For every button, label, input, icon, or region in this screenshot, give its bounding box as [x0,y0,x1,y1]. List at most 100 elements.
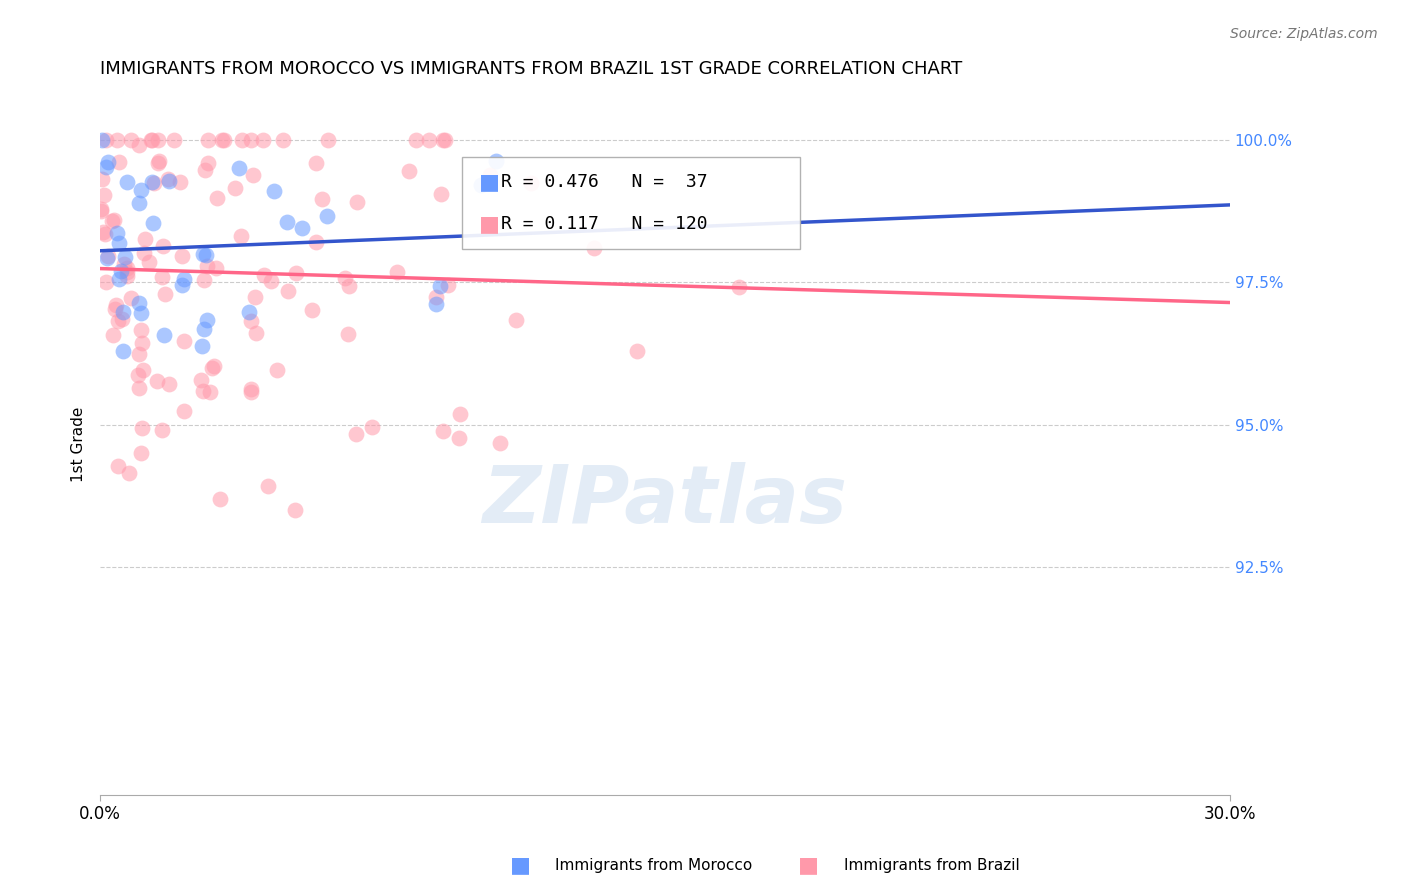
Point [193,322,215,336]
Point [131,336,153,351]
Point [173,404,195,418]
Point [316,133,339,147]
Point [96,251,118,265]
Text: ■: ■ [799,855,818,875]
Point [242,168,264,182]
Point [204,260,226,275]
Point [195,259,218,273]
Point [129,306,152,320]
Point [157,174,180,188]
Point [148,153,170,168]
Point [127,368,149,382]
Point [433,133,456,147]
Point [146,156,169,170]
Point [405,133,427,147]
Point [346,194,368,209]
Point [108,235,131,250]
Point [129,183,152,197]
Point [104,302,127,317]
Point [139,133,162,147]
Point [90,171,112,186]
Point [489,435,512,450]
Point [97,249,120,263]
Point [285,266,308,280]
Point [243,290,266,304]
Point [316,209,339,223]
Point [193,246,215,260]
Point [90,203,112,218]
Point [202,359,225,373]
Point [101,214,124,228]
Point [208,491,231,506]
Point [277,284,299,298]
Point [91,133,114,147]
Point [432,133,454,147]
Point [90,202,112,216]
Point [197,133,219,147]
Point [626,344,648,359]
Point [194,248,217,262]
Point [257,479,280,493]
Point [105,133,128,147]
Point [157,172,180,186]
Point [110,263,132,277]
Point [153,327,176,342]
Point [240,385,263,400]
Point [583,241,606,255]
Point [485,153,508,168]
Text: ■: ■ [510,855,530,875]
Point [344,426,367,441]
Point [115,268,138,283]
Point [436,277,458,292]
Point [224,181,246,195]
Point [146,374,169,388]
Point [449,407,471,421]
Point [195,313,218,327]
Point [105,227,128,241]
Point [148,133,170,147]
Point [193,273,215,287]
Point [111,311,134,326]
Point [143,176,166,190]
Point [152,423,174,437]
Point [447,432,470,446]
Point [105,298,128,312]
Point [94,161,117,175]
Point [240,382,263,396]
Point [128,195,150,210]
Point [276,215,298,229]
Point [418,133,440,147]
Point [301,302,323,317]
Point [245,326,267,340]
Point [728,280,751,294]
Point [337,326,360,341]
Point [385,265,408,279]
Text: Source: ZipAtlas.com: Source: ZipAtlas.com [1230,27,1378,41]
Point [205,191,228,205]
Point [120,291,142,305]
Point [360,420,382,434]
Point [96,133,118,147]
Point [163,133,186,147]
Point [128,137,150,152]
Point [108,155,131,169]
Text: IMMIGRANTS FROM MOROCCO VS IMMIGRANTS FROM BRAZIL 1ST GRADE CORRELATION CHART: IMMIGRANTS FROM MOROCCO VS IMMIGRANTS FR… [100,60,962,78]
Point [425,289,447,303]
Point [263,184,285,198]
Point [150,269,173,284]
Point [190,373,212,387]
Point [108,272,131,286]
Text: Immigrants from Brazil: Immigrants from Brazil [844,858,1019,872]
Point [173,334,195,348]
Point [94,275,117,289]
Point [240,133,263,147]
Point [107,459,129,474]
Point [115,175,138,189]
Point [103,212,125,227]
Point [152,239,174,253]
Point [238,305,260,319]
Point [253,268,276,283]
Point [128,347,150,361]
Point [284,502,307,516]
Point [134,232,156,246]
